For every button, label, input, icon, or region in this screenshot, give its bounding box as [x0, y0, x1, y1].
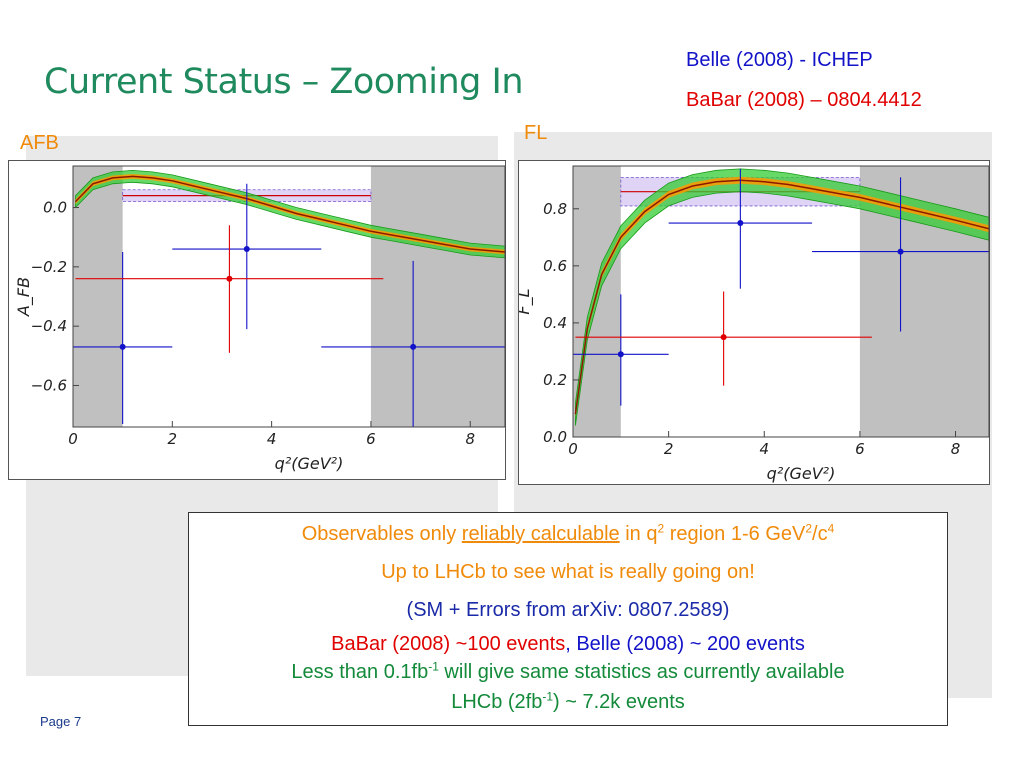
y-tick-label: −0.6: [31, 376, 67, 394]
belle-point: [243, 246, 250, 253]
legend-belle: Belle (2008) - ICHEP: [686, 49, 873, 71]
excluded-region: [370, 166, 505, 427]
note-line-4: BaBar (2008) ~100 events, Belle (2008) ~…: [331, 633, 805, 655]
x-tick-label: 0: [568, 440, 578, 458]
y-tick-label: −0.2: [31, 258, 67, 276]
x-tick-label: 4: [759, 440, 769, 458]
plot-frame: [72, 165, 506, 428]
note-line-5: Less than 0.1fb-1 will give same statist…: [291, 659, 845, 683]
fl-chart: 0 2 4 6 8 0.0 0.2 0.4 0.6 0.8 q²(GeV²) F_L: [518, 160, 990, 485]
note-line-2: Up to LHCb to see what is really going o…: [381, 561, 755, 583]
x-tick-label: 8: [465, 430, 475, 448]
belle-point: [737, 220, 744, 227]
sm-central-curve: [74, 175, 505, 253]
x-tick-label: 8: [951, 440, 961, 458]
note-line-3: (SM + Errors from arXiv: 0807.2589): [406, 599, 730, 621]
babar-point: [226, 275, 233, 282]
belle-point: [897, 248, 904, 255]
sm-band-inner: [75, 174, 505, 255]
y-axis-label: A_FB: [14, 277, 34, 317]
legend-babar: BaBar (2008) – 0804.4412: [686, 89, 922, 111]
y-tick-label: 0.0: [543, 428, 567, 446]
plot-area: [73, 166, 505, 427]
summary-box: Observables only reliably calculable in …: [188, 512, 948, 726]
belle-point: [119, 343, 126, 350]
x-tick-label: 4: [267, 430, 277, 448]
x-tick-label: 2: [168, 430, 178, 448]
slide-title: Current Status – Zooming In: [44, 62, 524, 102]
sm-band-outer: [575, 168, 989, 426]
y-tick-label: 0.2: [543, 371, 567, 389]
belle-point: [617, 351, 624, 358]
y-tick-label: 0.4: [543, 314, 567, 332]
afb-panel-label: AFB: [20, 132, 59, 154]
x-tick-label: 6: [366, 430, 376, 448]
y-tick-label: 0.0: [43, 199, 67, 217]
page-number: Page 7: [40, 714, 82, 729]
afb-chart: 0 2 4 6 8 0.0 −0.2 −0.4 −0.6 q²(GeV²) A_FB: [8, 160, 506, 480]
fl-panel-label: FL: [524, 122, 548, 144]
babar-point: [720, 334, 727, 341]
y-tick-label: 0.6: [543, 257, 567, 275]
note-line-1: Observables only reliably calculable in …: [301, 521, 835, 545]
plot-frame: [572, 165, 990, 438]
excluded-region: [73, 166, 123, 427]
afb-chart-svg: 0 2 4 6 8 0.0 −0.2 −0.4 −0.6 q²(GeV²) A_FB: [14, 165, 506, 473]
fl-chart-svg: 0 2 4 6 8 0.0 0.2 0.4 0.6 0.8 q²(GeV²) F_L: [519, 165, 990, 483]
x-axis-label: q²(GeV²): [275, 454, 344, 473]
x-tick-label: 0: [68, 430, 78, 448]
belle-point: [410, 343, 417, 350]
y-tick-label: −0.4: [31, 317, 67, 335]
plot-area: [573, 166, 989, 437]
y-axis-label: F_L: [519, 288, 534, 314]
sm-central-curve: [574, 179, 989, 415]
note-line-6: LHCb (2fb-1) ~ 7.2k events: [451, 689, 685, 713]
y-tick-label: 0.8: [543, 200, 567, 218]
x-tick-label: 6: [855, 440, 865, 458]
x-axis-label: q²(GeV²): [767, 464, 836, 483]
x-tick-label: 2: [664, 440, 674, 458]
